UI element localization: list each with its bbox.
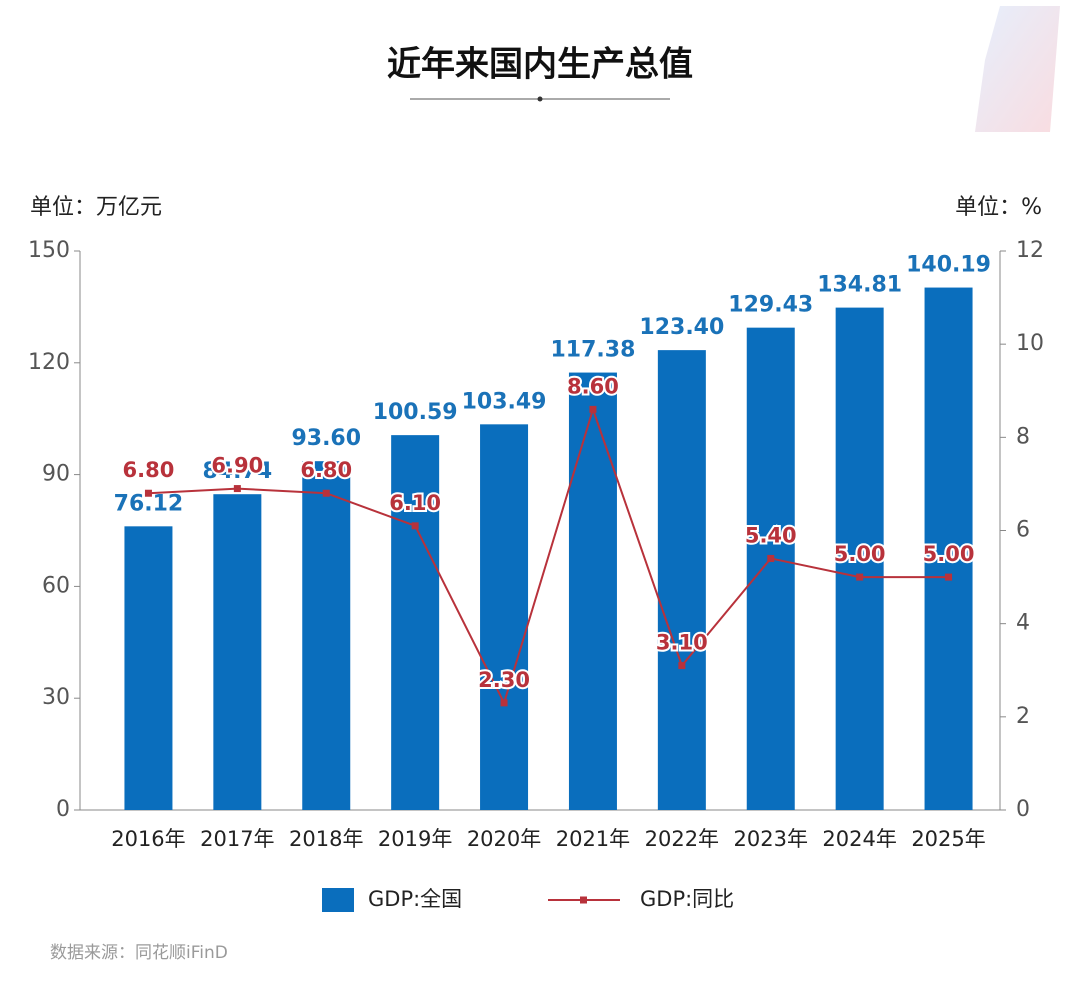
source: 数据来源：同花顺iFinD (50, 943, 228, 963)
line-marker (500, 699, 508, 707)
legend-label: GDP:全国 (368, 887, 462, 911)
x-tick-label: 2020年 (467, 827, 541, 851)
bar-value-label: 103.49 (462, 389, 547, 414)
line-value-label: 3.10 (656, 631, 708, 655)
x-tick-label: 2016年 (111, 827, 185, 851)
line-marker (144, 489, 152, 497)
x-tick-label: 2022年 (645, 827, 719, 851)
chart-title: 近年来国内生产总值 (387, 45, 693, 85)
bar (391, 435, 440, 810)
line-marker (411, 522, 419, 530)
y2-tick-label: 2 (1016, 704, 1030, 729)
y-tick-label: 120 (28, 350, 70, 375)
x-tick-label: 2023年 (734, 827, 808, 851)
bar (124, 526, 173, 810)
line-marker (589, 405, 597, 413)
line-value-label: 6.90 (211, 454, 263, 478)
bar (568, 372, 617, 810)
bar (835, 307, 884, 810)
line-marker (856, 573, 864, 581)
y2-tick-label: 4 (1016, 611, 1030, 636)
y2-tick-label: 6 (1016, 518, 1030, 543)
bar-value-label: 76.12 (114, 491, 184, 516)
bar (746, 327, 795, 810)
line-value-label: 5.40 (745, 523, 797, 547)
bar (480, 424, 529, 810)
bar-value-label: 93.60 (291, 426, 361, 451)
line-value-label: 5.00 (923, 542, 975, 566)
y-tick-label: 60 (42, 573, 70, 598)
bar (302, 461, 351, 810)
legend-marker (580, 896, 587, 904)
line-value-label: 8.60 (567, 374, 619, 398)
bar-value-label: 84.74 (203, 459, 273, 484)
y2-tick-label: 0 (1016, 797, 1030, 822)
line-value-label: 6.80 (300, 458, 352, 482)
line-value-label: 2.30 (478, 668, 530, 692)
bar-value-label: 129.43 (728, 293, 813, 318)
title-dot (537, 96, 543, 102)
bar-value-label: 123.40 (639, 315, 724, 340)
y2-unit-label: 单位：% (955, 195, 1042, 220)
line (148, 406, 949, 706)
bar-value-label: 140.19 (906, 253, 991, 278)
legend-swatch (322, 888, 354, 912)
x-tick-label: 2019年 (378, 827, 452, 851)
decoration (975, 6, 1060, 132)
bar (213, 494, 262, 810)
bar-value-label: 100.59 (373, 400, 458, 425)
y-tick-label: 90 (42, 462, 70, 487)
y-tick-label: 30 (42, 685, 70, 710)
y2-tick-label: 10 (1016, 331, 1044, 356)
line-marker (767, 554, 775, 562)
line-marker (678, 662, 686, 670)
bar-value-label: 134.81 (817, 273, 902, 298)
y-unit-label: 单位：万亿元 (30, 195, 162, 220)
x-tick-label: 2018年 (289, 827, 363, 851)
line-value-label: 6.80 (123, 458, 175, 482)
y2-tick-label: 8 (1016, 424, 1030, 449)
line-marker (945, 573, 953, 581)
x-tick-label: 2024年 (822, 827, 896, 851)
line-marker (233, 485, 241, 493)
bar (657, 350, 706, 810)
y-tick-label: 150 (28, 238, 70, 263)
x-tick-label: 2021年 (556, 827, 630, 851)
bar-value-label: 117.38 (550, 338, 635, 363)
line-value-label: 5.00 (834, 542, 886, 566)
line-value-label: 6.10 (389, 491, 441, 515)
legend-label: GDP:同比 (640, 887, 734, 911)
y-tick-label: 0 (56, 797, 70, 822)
y2-tick-label: 12 (1016, 238, 1044, 263)
x-tick-label: 2017年 (200, 827, 274, 851)
line-marker (322, 489, 330, 497)
x-tick-label: 2025年 (911, 827, 985, 851)
bar (924, 287, 973, 810)
